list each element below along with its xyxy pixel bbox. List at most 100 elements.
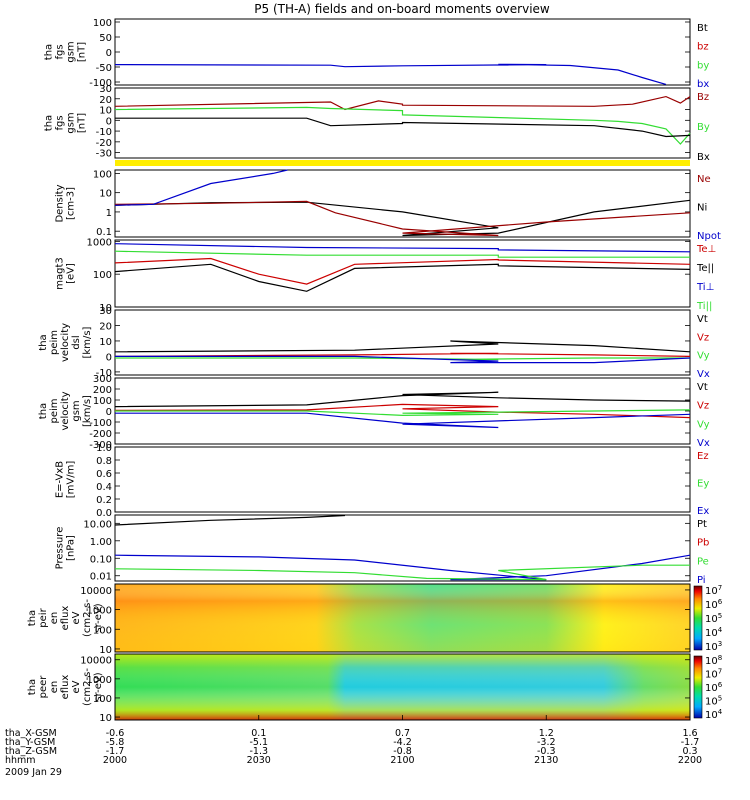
y-axis-label: (cm2-s- <box>82 668 93 706</box>
y-axis-label: [mV/m] <box>66 461 77 499</box>
x-row-value: -3.2 <box>537 737 556 748</box>
x-row-label: tha_Y-GSM <box>5 737 55 748</box>
colorbar <box>693 655 703 719</box>
x-row-value: 2200 <box>678 755 702 766</box>
colorbar-tick-label: 103 <box>705 640 722 653</box>
y-tick-label: 0 <box>106 407 112 418</box>
y-axis-label: tha <box>44 44 55 60</box>
legend-vx: Vx <box>697 369 710 380</box>
panel-frame <box>114 169 691 238</box>
y-tick-label: -20 <box>96 138 112 149</box>
panel-frame <box>114 309 691 376</box>
panel-frame <box>114 18 691 86</box>
legend-ni: Ni <box>697 203 707 214</box>
y-axis-label: fgs <box>55 115 66 130</box>
legend-vx: Vx <box>697 438 710 449</box>
series-line-npot <box>114 169 288 206</box>
x-row-label: tha_Z-GSM <box>5 746 57 757</box>
y-axis-label: tha <box>38 334 49 350</box>
y-axis-label: [nPa] <box>66 535 77 561</box>
y-axis-label: (cm2-s- <box>82 599 93 637</box>
y-tick-label: 10.00 <box>83 519 112 530</box>
legend-bz: Bz <box>697 92 709 103</box>
y-axis-label: eV <box>71 680 82 693</box>
y-axis-label: dsl <box>71 335 82 349</box>
legend-bx: Bx <box>697 152 710 163</box>
colorbar-tick-label: 104 <box>705 708 723 721</box>
y-axis-label: eV <box>71 611 82 624</box>
series-line-ne <box>114 200 691 237</box>
x-row-value: -1.7 <box>681 737 700 748</box>
colorbar-tick-label: 106 <box>705 598 723 611</box>
y-tick-label: 10 <box>99 106 112 117</box>
y-tick-label: 0.4 <box>96 482 112 493</box>
y-tick-label: 20 <box>99 95 112 106</box>
x-row-value: -1.3 <box>249 746 268 757</box>
colorbar <box>693 585 703 651</box>
y-tick-label: 200 <box>93 385 112 396</box>
y-tick-label: 10 <box>99 337 112 348</box>
y-axis-label: eflux <box>60 675 71 700</box>
legend-pb: Pb <box>697 538 709 549</box>
x-row-value: -5.8 <box>106 737 125 748</box>
x-row-value: -0.3 <box>537 746 556 757</box>
y-tick-label: 10 <box>99 713 112 724</box>
series-line-vy <box>115 357 690 361</box>
y-tick-label: 1000 <box>87 237 112 248</box>
y-tick-label: 1 <box>106 208 112 219</box>
y-tick-label: 0.1 <box>96 227 112 238</box>
y-tick-label: -10 <box>96 127 112 138</box>
y-tick-label: 0.10 <box>90 554 112 565</box>
y-tick-label: 100 <box>93 396 112 407</box>
legend-vy: Vy <box>697 419 710 430</box>
series-line-bx <box>115 117 691 138</box>
series-line-vt <box>114 391 691 408</box>
y-tick-label: -100 <box>89 78 112 89</box>
y-tick-label: 100 <box>93 625 112 636</box>
y-axis-label: [km/s] <box>82 326 93 358</box>
legend-vz: Vz <box>697 401 709 412</box>
legend-ne: Ne <box>697 174 711 185</box>
y-tick-label: 10000 <box>80 586 112 597</box>
legend-vt: Vt <box>697 314 708 325</box>
y-axis-label: peir <box>38 607 49 627</box>
y-tick-label: 0.0 <box>96 508 112 519</box>
y-tick-label: -200 <box>89 429 112 440</box>
panel-peim-velocity-dsl: 30 20 10 0 -10 tha peim velocity dsl [km/s] Vt Vz Vy… <box>38 306 710 380</box>
legend-npot: Npot <box>697 231 721 242</box>
y-axis-label: peim <box>49 330 60 355</box>
legend-bz: bz <box>697 42 709 53</box>
series-line-bx <box>114 63 667 85</box>
y-tick-label: 20 <box>99 321 112 332</box>
y-axis-label: gsm <box>66 112 77 133</box>
y-axis-label: velocity <box>60 391 71 430</box>
y-tick-label: 0 <box>106 48 112 59</box>
panel-density: 100 10 1 0.1 Density [cm-3] Ne Ni Npot <box>55 169 721 242</box>
x-row-value: 2030 <box>247 755 271 766</box>
y-tick-label: -10 <box>96 368 112 379</box>
x-row-value: -0.8 <box>393 746 412 757</box>
series-line-vx <box>115 355 691 364</box>
y-axis-label: [km/s] <box>82 395 93 427</box>
panel-separator-bar <box>115 160 690 166</box>
y-tick-label: 1.00 <box>90 537 112 548</box>
panel-frame <box>114 583 691 653</box>
legend-bx: bx <box>697 79 709 90</box>
y-tick-label: 0 <box>106 116 112 127</box>
y-axis-label: gsm <box>66 41 77 62</box>
y-axis-label: magt3 <box>55 257 66 290</box>
y-tick-label: 10 <box>99 645 112 656</box>
series-line-ti <box>114 243 691 253</box>
x-row-label: tha_X-GSM <box>5 728 57 739</box>
y-tick-label: -100 <box>89 418 112 429</box>
x-row-value: -1.7 <box>106 746 125 757</box>
x-row-value: 1.6 <box>682 728 697 739</box>
series-line-pt <box>114 514 346 526</box>
panel-frame <box>114 239 691 308</box>
y-axis-label: sr-eV) <box>93 672 104 701</box>
spectrogram-overlay <box>115 654 690 720</box>
